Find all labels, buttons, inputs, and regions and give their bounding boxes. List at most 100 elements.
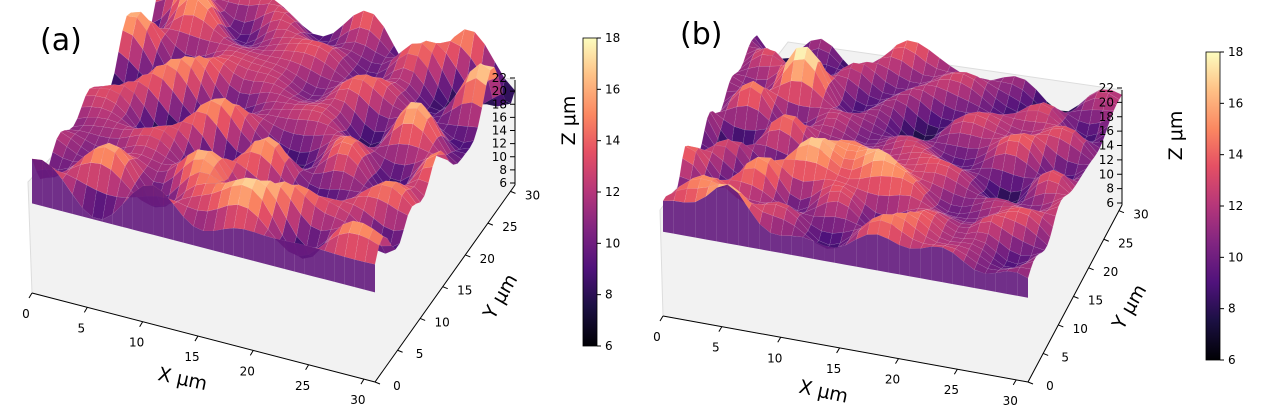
- x-tick-mark: [777, 337, 782, 343]
- x-tick-mark: [83, 307, 88, 313]
- colorbar-gradient: [1205, 51, 1221, 361]
- surface-edge: [974, 269, 986, 290]
- surface-edge: [856, 234, 867, 269]
- surface: [662, 35, 1123, 279]
- surface-skirt: [663, 184, 1028, 298]
- x-tick-label: 20: [240, 364, 255, 378]
- surface-edge: [1006, 271, 1018, 296]
- y-tick-label: 0: [393, 379, 401, 393]
- z-tick-label: 20: [492, 84, 507, 98]
- z-tick-label: 8: [1106, 182, 1114, 196]
- x-tick-label: 25: [944, 383, 959, 397]
- surface-edge: [673, 200, 685, 236]
- y-tick-mark: [419, 317, 426, 321]
- y-tick-label: 20: [1103, 265, 1118, 279]
- surface-patch: [1085, 140, 1101, 154]
- surface-edge: [963, 261, 975, 288]
- surface-edge: [274, 238, 285, 269]
- surface-edge: [132, 185, 143, 233]
- z-tick-label: 16: [492, 110, 507, 124]
- y-axis-label: Y μm: [479, 270, 523, 324]
- y-tick-label: 5: [416, 347, 424, 361]
- x-tick-mark: [836, 347, 841, 354]
- y-axis-label: Y μm: [1108, 281, 1152, 335]
- panel-label: (b): [680, 17, 722, 52]
- surface-edge: [344, 256, 355, 288]
- surface-edge: [102, 214, 113, 225]
- x-axis-line: [31, 292, 376, 383]
- x-axis-label: X μm: [156, 363, 209, 395]
- surface-patch: [450, 150, 466, 160]
- surface-patch: [238, 0, 251, 6]
- surface-edge: [781, 235, 792, 255]
- y-tick-mark: [374, 381, 381, 385]
- y-tick-label: 30: [1133, 208, 1148, 222]
- x-tick-label: 20: [885, 373, 900, 387]
- z-tick-label: 14: [1099, 139, 1114, 153]
- colorbar-tick-label: 8: [1228, 302, 1236, 316]
- surface-patch: [155, 0, 164, 3]
- surface-edge: [213, 229, 224, 254]
- surface-edge: [738, 192, 749, 248]
- y-axis-line: [374, 184, 516, 383]
- surface-edge: [705, 187, 717, 242]
- surface-edge: [294, 242, 305, 275]
- surface-patch: [1041, 212, 1056, 228]
- surface-edge: [334, 253, 345, 285]
- surface-edge: [52, 167, 63, 212]
- surface-patch: [1036, 224, 1051, 246]
- colorbar-tick-label: 18: [1228, 45, 1243, 59]
- x-tick-mark: [659, 315, 664, 322]
- surface-edge: [931, 246, 943, 283]
- surface-patch: [171, 0, 178, 8]
- surface-patch: [1091, 133, 1106, 143]
- x-tick-mark: [895, 358, 899, 364]
- y-tick-mark: [1118, 210, 1125, 214]
- colorbar-tick-label: 8: [605, 288, 613, 302]
- z-tick-label: 12: [1099, 153, 1114, 167]
- surface-edge: [888, 239, 900, 275]
- surface-edge: [62, 179, 73, 214]
- y-tick-label: 25: [1118, 236, 1133, 250]
- colorbar-tick-label: 16: [605, 82, 620, 96]
- x-tick-mark: [1012, 379, 1017, 386]
- x-axis-label: X μm: [797, 376, 850, 408]
- surface-edge: [716, 184, 728, 244]
- y-tick-mark: [1088, 267, 1094, 271]
- x-tick-label: 30: [1003, 394, 1018, 408]
- surface-edge: [866, 234, 878, 271]
- z-tick-label: 8: [499, 163, 507, 177]
- colorbar-tick-label: 16: [1228, 96, 1243, 110]
- surface-edge: [243, 229, 254, 261]
- surface-edge: [253, 232, 265, 264]
- surface-patch: [463, 126, 479, 143]
- x-tick-mark: [305, 364, 310, 371]
- surface-patch: [1027, 252, 1042, 262]
- x-tick-mark: [360, 378, 365, 385]
- z-tick-label: 6: [499, 176, 507, 190]
- colorbar-tick-label: 14: [1228, 148, 1243, 162]
- z-tick-label: 10: [1099, 167, 1114, 181]
- surface-patch: [1055, 183, 1070, 196]
- surface-edge: [942, 247, 953, 285]
- surface-edge: [748, 209, 760, 250]
- surface-edge: [834, 245, 846, 265]
- y-tick-label: 5: [1061, 350, 1069, 364]
- y-tick-mark: [397, 349, 403, 353]
- surface-patch: [467, 102, 483, 128]
- surface-patch: [212, 0, 217, 2]
- surface-patch: [426, 150, 442, 160]
- surface-edge: [364, 262, 375, 293]
- x-tick-mark: [953, 368, 958, 375]
- z-tick-label: 18: [492, 97, 507, 111]
- surface-edge: [314, 247, 325, 280]
- surface-patch: [422, 154, 438, 169]
- surface-edge: [112, 204, 123, 227]
- z-tick-label: 16: [1099, 124, 1114, 138]
- y-axis-line: [1027, 204, 1123, 383]
- colorbar-tick-label: 6: [1228, 353, 1236, 367]
- x-tick-label: 5: [712, 341, 720, 355]
